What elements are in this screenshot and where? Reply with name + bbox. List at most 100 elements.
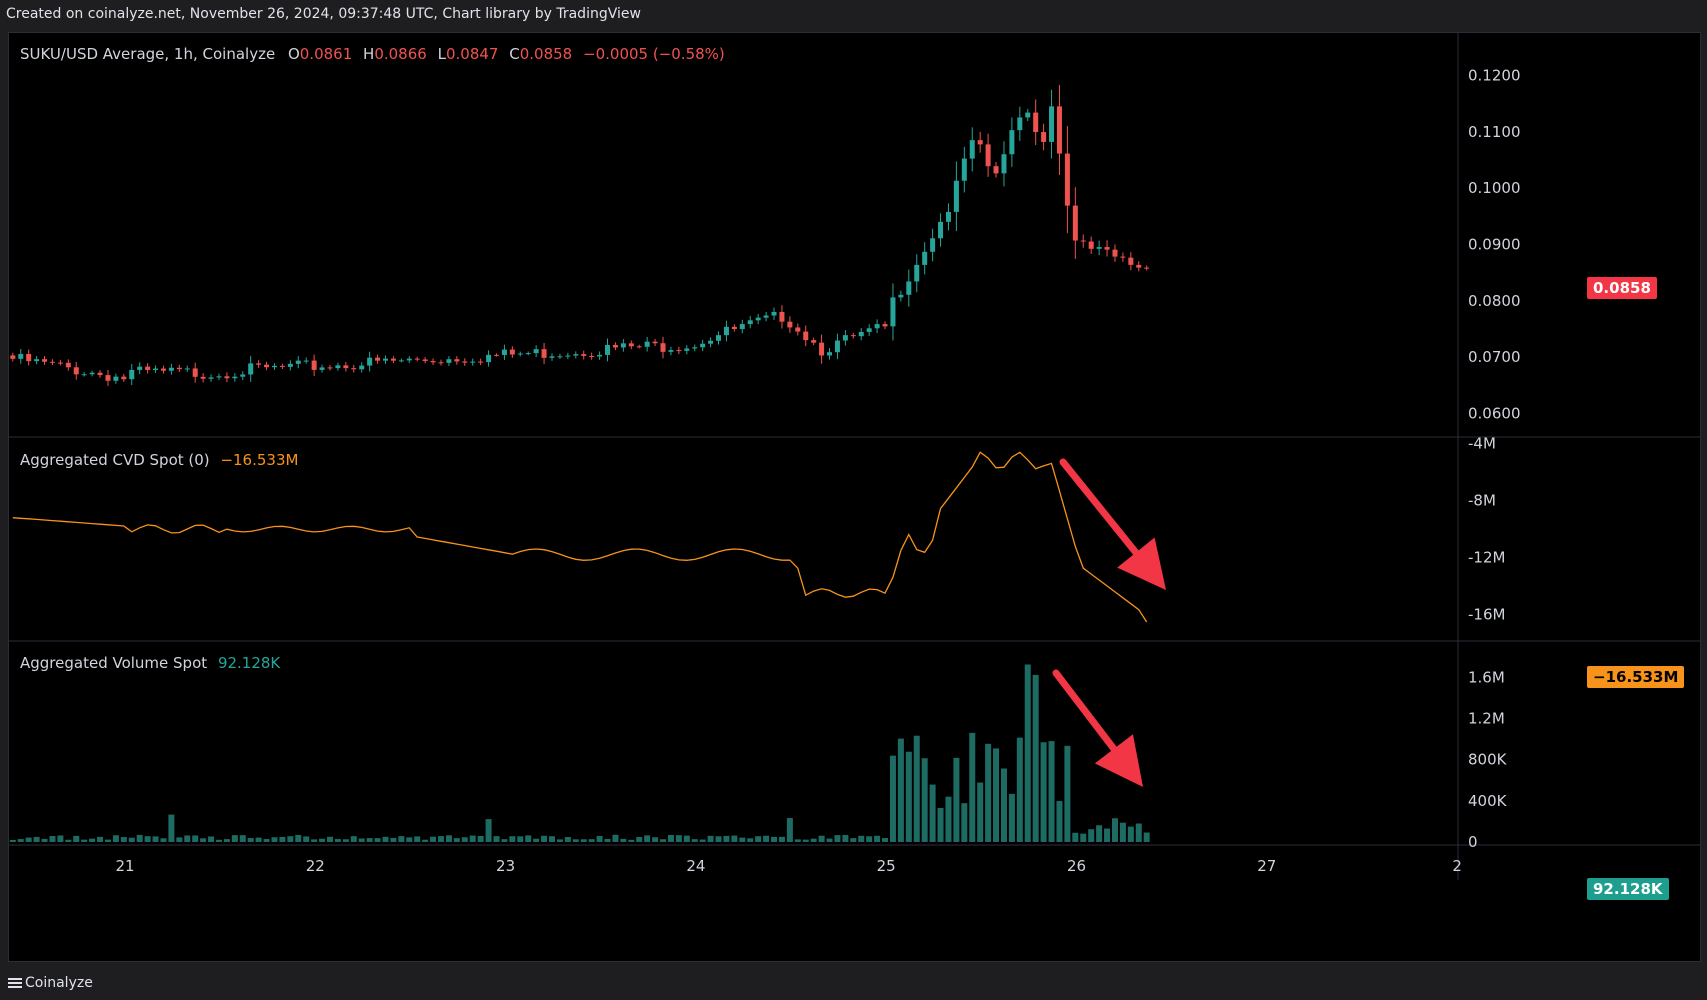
volume-bar (1088, 829, 1095, 842)
volume-bar (778, 836, 785, 842)
candle-body (343, 365, 349, 369)
candle-body (819, 342, 825, 356)
volume-bar (1072, 832, 1079, 842)
volume-bar (683, 835, 690, 842)
volume-bar (120, 837, 127, 842)
volume-bar (541, 835, 548, 842)
volume-bar (1016, 737, 1023, 842)
volume-bar (49, 835, 56, 842)
volume-bar (675, 835, 682, 842)
volume-bar (255, 837, 262, 842)
cvd-name: Aggregated CVD Spot (0) (20, 451, 210, 469)
volume-bar (223, 839, 230, 842)
candle-body (581, 354, 587, 356)
volume-bar (596, 835, 603, 842)
candle-body (105, 375, 111, 381)
candle-body (1049, 106, 1055, 142)
volume-bar (160, 838, 167, 842)
time-tick-label: 2 (1452, 857, 1462, 875)
candle-body (914, 264, 920, 282)
candle-body (882, 324, 888, 327)
symbol-label: SUKU/USD Average, 1h, Coinalyze (20, 45, 276, 63)
candle-body (779, 311, 785, 322)
candle-body (747, 320, 753, 325)
candle-body (34, 359, 40, 362)
volume-tick-label: 1.6M (1468, 668, 1505, 686)
candle-body (232, 376, 238, 379)
candle-body (57, 362, 63, 364)
low-label: L (437, 45, 446, 63)
volume-bar (612, 834, 619, 842)
candle-body (874, 324, 880, 329)
candle-body (390, 358, 396, 361)
candle-body (1041, 132, 1047, 142)
candle-body (224, 376, 230, 379)
candle-body (49, 361, 55, 363)
volume-bar (366, 838, 373, 842)
candle-body (525, 353, 531, 355)
volume-bar (303, 836, 310, 842)
volume-bar (763, 835, 770, 842)
tradingview-menu-icon[interactable] (8, 976, 22, 990)
volume-bar (57, 835, 64, 842)
candle-body (10, 355, 16, 359)
volume-bar (398, 836, 405, 842)
candle-body (1120, 256, 1126, 258)
candle-body (176, 367, 182, 370)
volume-bar (921, 758, 928, 842)
volume-bar (628, 839, 635, 842)
volume-bar (176, 837, 183, 842)
cvd-series-line (12, 451, 1148, 623)
axes: 0.1200 0.1100 0.1000 0.0900 0.0800 0.0700 0.06… (115, 66, 1520, 875)
candle-body (216, 376, 222, 378)
candle-body (1033, 112, 1039, 133)
volume-bar (993, 748, 1000, 842)
candle-body (977, 140, 983, 145)
volume-bar (961, 803, 968, 842)
candle-body (248, 363, 254, 375)
candle-body (287, 363, 293, 367)
volume-bar (128, 837, 135, 842)
volume-bar (374, 838, 381, 842)
volume-bar (937, 807, 944, 842)
volume-pane (9, 664, 1150, 842)
volume-bar (263, 839, 270, 842)
volume-bar (699, 839, 706, 842)
candle-body (858, 331, 864, 337)
volume-bar (517, 836, 524, 842)
volume-bar (802, 839, 809, 842)
candle-body (335, 365, 341, 369)
candle-body (493, 354, 499, 356)
volume-bar (755, 836, 762, 842)
volume-bar (786, 818, 793, 842)
volume-bar (350, 836, 357, 842)
volume-bar (469, 835, 476, 842)
volume-bar (208, 836, 215, 842)
volume-bar (739, 837, 746, 842)
volume-bar (1143, 832, 1150, 842)
volume-bar (556, 839, 563, 842)
candle-body (359, 365, 365, 370)
chart-frame[interactable] (8, 32, 1701, 962)
volume-bar (65, 839, 72, 842)
candle-body (327, 367, 333, 369)
candle-body (644, 341, 650, 347)
volume-bar (897, 738, 904, 842)
cvd-legend: Aggregated CVD Spot (0) −16.533M (20, 451, 298, 469)
price-tick-label: 0.0800 (1468, 292, 1521, 310)
volume-bar (660, 839, 667, 842)
volume-bar (112, 835, 119, 842)
candle-body (1144, 267, 1150, 269)
candle-body (557, 356, 563, 358)
candle-body (866, 328, 872, 332)
volume-value: 92.128K (217, 654, 281, 672)
chart-svg[interactable]: 0.1200 0.1100 0.1000 0.0900 0.0800 0.0700 0.06… (0, 0, 1707, 966)
volume-bar (295, 834, 302, 842)
candle-body (731, 326, 737, 330)
candle-body (589, 355, 595, 357)
volume-bar (691, 839, 698, 842)
volume-bar (834, 835, 841, 842)
candle-body (454, 359, 460, 362)
candle-body (1080, 240, 1086, 242)
candle-body (811, 340, 817, 343)
